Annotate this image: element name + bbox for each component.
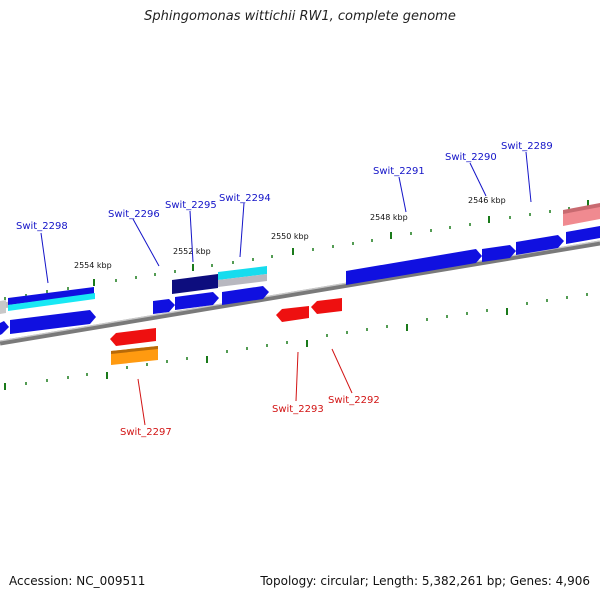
plus-strand-genes: [0, 203, 600, 335]
gene-arrow-left-partial[interactable]: [0, 300, 6, 314]
gene-label-swit-2291[interactable]: Swit_2291: [373, 166, 425, 177]
gene-arrow-swit-2298-cyan[interactable]: [8, 293, 95, 311]
gene-arrow-lower-2298[interactable]: [10, 310, 96, 334]
scale-label-2552: 2552 kbp: [173, 247, 211, 256]
genome-summary: Topology: circular; Length: 5,382,261 bp…: [260, 574, 590, 588]
gene-label-swit-2293[interactable]: Swit_2293: [272, 404, 324, 415]
gene-label-swit-2292[interactable]: Swit_2292: [328, 395, 380, 406]
gene-label-swit-2297[interactable]: Swit_2297: [120, 427, 172, 438]
upper-tick-ring: [4, 200, 589, 300]
leader-lines: [40, 151, 532, 426]
map-title: Sphingomonas wittichii RW1, complete gen…: [144, 9, 456, 24]
gene-arrow-swit-2296[interactable]: [153, 299, 175, 314]
scale-label-2546: 2546 kbp: [468, 196, 506, 205]
gene-arrow-swit-2294[interactable]: [218, 266, 267, 280]
gene-arrow-swit-2295[interactable]: [172, 274, 218, 294]
gene-arrow-swit-2293-plus[interactable]: [222, 286, 269, 305]
gene-label-swit-2296[interactable]: Swit_2296: [108, 209, 160, 220]
gene-arrow-swit-2295-lower[interactable]: [175, 292, 219, 310]
gene-label-swit-2298[interactable]: Swit_2298: [16, 221, 68, 232]
gene-arrow-left-edge[interactable]: [0, 321, 9, 335]
gene-arrow-right-edge[interactable]: [566, 226, 600, 244]
lower-tick-ring: [4, 293, 588, 390]
scale-label-2554: 2554 kbp: [74, 261, 112, 270]
gene-arrow-swit-2297-orange-top[interactable]: [111, 346, 158, 354]
gene-arrow-swit-2293[interactable]: [276, 306, 309, 322]
gene-arrow-swit-2297[interactable]: [110, 328, 156, 346]
gene-arrow-swit-2289[interactable]: [516, 235, 564, 255]
gene-arrow-pink-top[interactable]: [563, 203, 600, 214]
gene-arrow-swit-2290[interactable]: [482, 245, 516, 262]
genome-backbone: [0, 240, 600, 346]
gene-label-swit-2289[interactable]: Swit_2289: [501, 141, 553, 152]
gene-label-swit-2290[interactable]: Swit_2290: [445, 152, 497, 163]
accession-label: Accession: NC_009511: [9, 574, 146, 588]
gene-arrow-swit-2298[interactable]: [8, 287, 94, 305]
scale-label-2548: 2548 kbp: [370, 213, 408, 222]
gene-arrow-swit-2294-grey[interactable]: [218, 274, 267, 287]
gene-label-swit-2295[interactable]: Swit_2295: [165, 200, 217, 211]
gene-arrow-swit-2291[interactable]: [346, 249, 482, 285]
gene-arrow-swit-2292[interactable]: [311, 298, 342, 314]
scale-label-2550: 2550 kbp: [271, 232, 309, 241]
minus-strand-genes: [110, 298, 342, 365]
gene-label-swit-2294[interactable]: Swit_2294: [219, 193, 271, 204]
